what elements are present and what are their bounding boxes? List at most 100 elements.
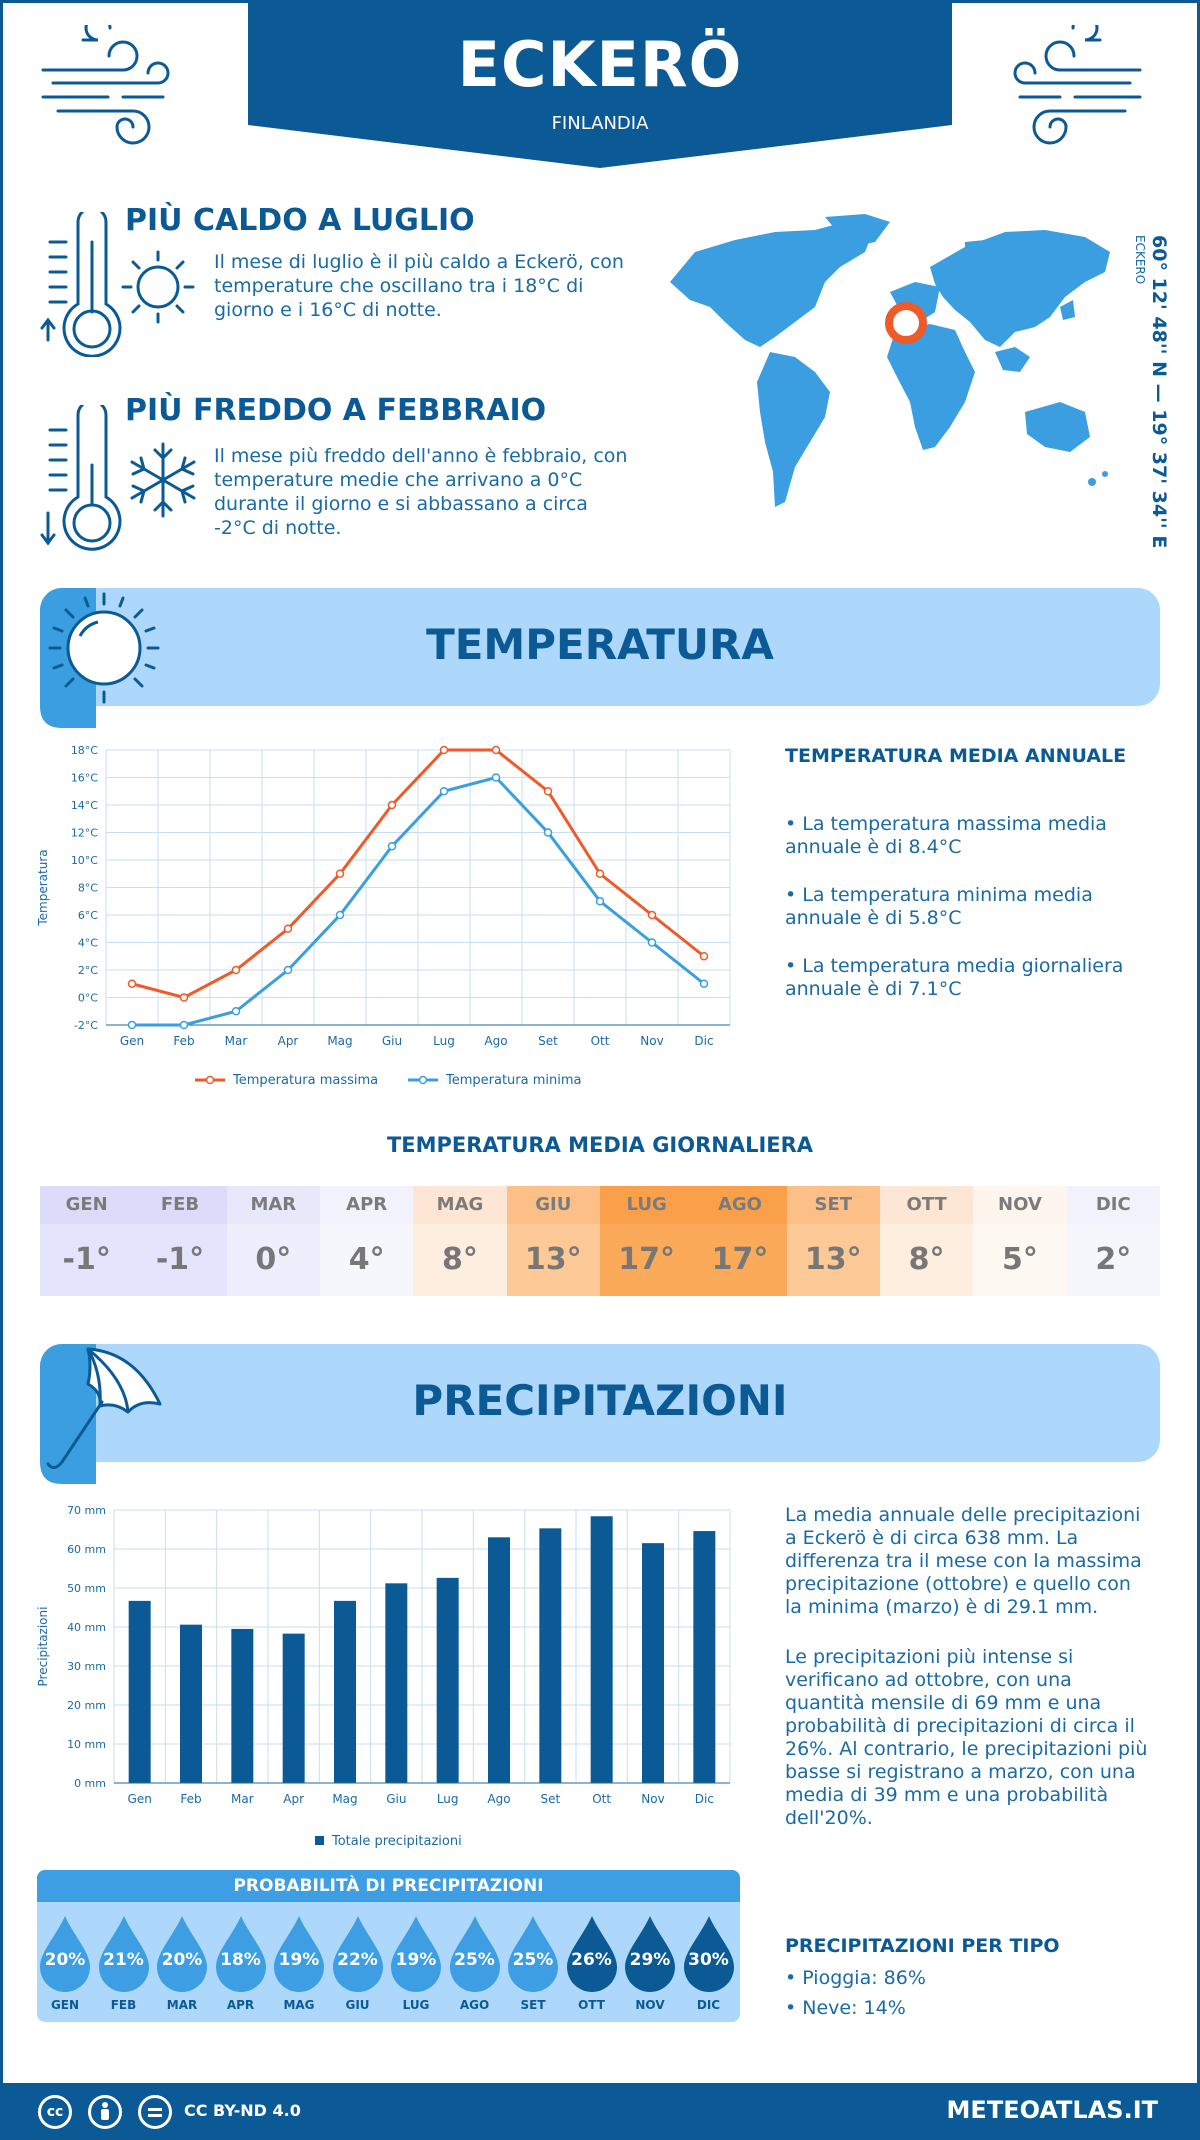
x-tick-label: Mar (225, 1034, 248, 1048)
daily-temp-value: 8° (879, 1224, 974, 1296)
raindrop-icon (566, 1916, 617, 1992)
probability-month: GIU (345, 1998, 370, 2012)
daily-temp-value: 8° (413, 1224, 507, 1296)
probability-value: 20% (44, 1950, 86, 1970)
raindrop-icon (157, 1916, 207, 1992)
attribution-icon (88, 2095, 122, 2129)
data-point (179, 1020, 189, 1030)
data-point (543, 828, 553, 837)
site-link[interactable]: METEOATLAS.IT (946, 2096, 1158, 2124)
daily-temp-month: GIU (506, 1186, 600, 1224)
daily-temp-cell: LUG 17° (599, 1186, 694, 1296)
probability-value: 29% (629, 1950, 671, 1970)
precip-type-snow: • Neve: 14% (785, 1997, 906, 2019)
probability-value: 30% (688, 1950, 729, 1970)
data-point (647, 938, 657, 947)
daily-temp-month: MAG (413, 1186, 507, 1224)
x-tick-label: Set (540, 1792, 560, 1806)
umbrella-icon (40, 1344, 162, 1484)
y-tick-label: 70 mm (67, 1504, 106, 1517)
y-tick-label: 16°C (71, 772, 98, 785)
coldest-text: Il mese più freddo dell'anno è febbraio,… (214, 445, 628, 539)
temperature-chart: -2°C 0°C 2°C 4°C 6°C 8°C 10°C 12°C 14°C 16°C 18°C G… (36, 744, 731, 1088)
y-tick-label: 2°C (78, 964, 98, 977)
wind-icon-right (1013, 25, 1142, 145)
raindrop-icon (332, 1916, 383, 1992)
x-tick-label: Ago (484, 1034, 507, 1048)
data-point (387, 800, 397, 810)
precip-bar (590, 1516, 613, 1783)
daily-temp-cell: DIC 2° (1066, 1186, 1160, 1296)
temperature-banner (40, 588, 1160, 706)
y-tick-label: -2°C (74, 1019, 98, 1032)
probability-value: 26% (571, 1950, 612, 1970)
daily-temp-month: APR (319, 1186, 414, 1224)
x-tick-label: Apr (283, 1792, 304, 1806)
legend-label: Totale precipitazioni (331, 1834, 462, 1849)
y-tick-label: 20 mm (67, 1699, 106, 1712)
coordinates-city-label: ECKERO (1133, 235, 1147, 285)
sun-icon (40, 588, 160, 728)
coldest-title: PIÙ FREDDO A FEBBRAIO (125, 393, 547, 428)
wind-icon-left (41, 25, 170, 145)
probability-month: OTT (578, 1998, 605, 2012)
raindrop-icon (274, 1916, 324, 1992)
precip-bar (488, 1537, 510, 1783)
probability-drop: 26% OTT (565, 1910, 623, 2018)
precip-type-title: PRECIPITAZIONI PER TIPO (785, 1935, 1060, 1957)
probability-value: 22% (337, 1950, 378, 1970)
world-map (670, 214, 1110, 507)
thermometer-cold-icon (40, 405, 196, 551)
y-tick-label: 12°C (71, 827, 98, 840)
probability-drop: 19% MAG (272, 1910, 330, 2018)
probability-value: 19% (278, 1950, 320, 1970)
y-tick-label: 10°C (71, 854, 98, 867)
probability-drop: 30% DIC (682, 1910, 740, 2018)
daily-temp-value: 17° (599, 1224, 694, 1296)
daily-temp-cell: FEB -1° (133, 1186, 227, 1296)
raindrop-icon (508, 1916, 558, 1992)
daily-temp-cell: SET 13° (786, 1186, 880, 1296)
data-point (231, 1007, 241, 1016)
data-point (127, 1020, 137, 1030)
annual-temp-min: • La temperatura minima media annuale è … (785, 884, 1093, 929)
thermometer-hot-icon (40, 212, 195, 357)
raindrop-icon (449, 1916, 500, 1992)
daily-temp-month: SET (786, 1186, 880, 1224)
probability-value: 19% (395, 1950, 437, 1970)
daily-temp-table: GEN -1° FEB -1° MAR 0° APR 4° MAG 8° GIU 13° LUG 17° A… (40, 1186, 1160, 1296)
y-tick-label: 60 mm (67, 1543, 106, 1556)
daily-temp-value: -1° (133, 1224, 227, 1296)
y-axis-label: Temperatura (36, 849, 50, 926)
data-point (595, 869, 605, 878)
y-tick-label: 30 mm (67, 1660, 106, 1673)
license-label: CC BY-ND 4.0 (184, 2101, 301, 2120)
daily-temp-month: GEN (40, 1186, 134, 1224)
daily-temp-cell: GEN -1° (40, 1186, 134, 1296)
annual-temp-mean: • La temperatura media giornaliera annua… (785, 955, 1124, 1000)
x-tick-label: Dic (695, 1792, 714, 1806)
precip-probability-title: PROBABILITÀ DI PRECIPITAZIONI (37, 1870, 740, 1902)
x-tick-label: Apr (278, 1034, 299, 1048)
y-tick-label: 0°C (78, 992, 98, 1005)
probability-drop: 25% AGO (448, 1910, 506, 2018)
probability-month: SET (520, 1998, 546, 2012)
precip-bar (282, 1633, 305, 1783)
daily-temp-value: 2° (1066, 1224, 1160, 1296)
daily-temp-month: OTT (879, 1186, 974, 1224)
probability-month: APR (226, 1998, 255, 2012)
daily-temp-value: 5° (973, 1224, 1067, 1296)
country-name: FINLANDIA (551, 113, 649, 134)
legend-swatch (315, 1836, 324, 1845)
data-point (387, 842, 397, 851)
legend-label: Temperatura minima (445, 1073, 582, 1088)
y-tick-label: 4°C (78, 937, 98, 950)
probability-value: 25% (454, 1950, 495, 1970)
data-point (283, 965, 293, 975)
x-tick-label: Lug (433, 1034, 455, 1048)
raindrop-icon (215, 1916, 266, 1992)
daily-temp-month: FEB (133, 1186, 227, 1224)
probability-drop: 22% GIU (331, 1910, 389, 2018)
raindrop-icon (391, 1916, 441, 1992)
series-line-min (132, 775, 705, 1027)
